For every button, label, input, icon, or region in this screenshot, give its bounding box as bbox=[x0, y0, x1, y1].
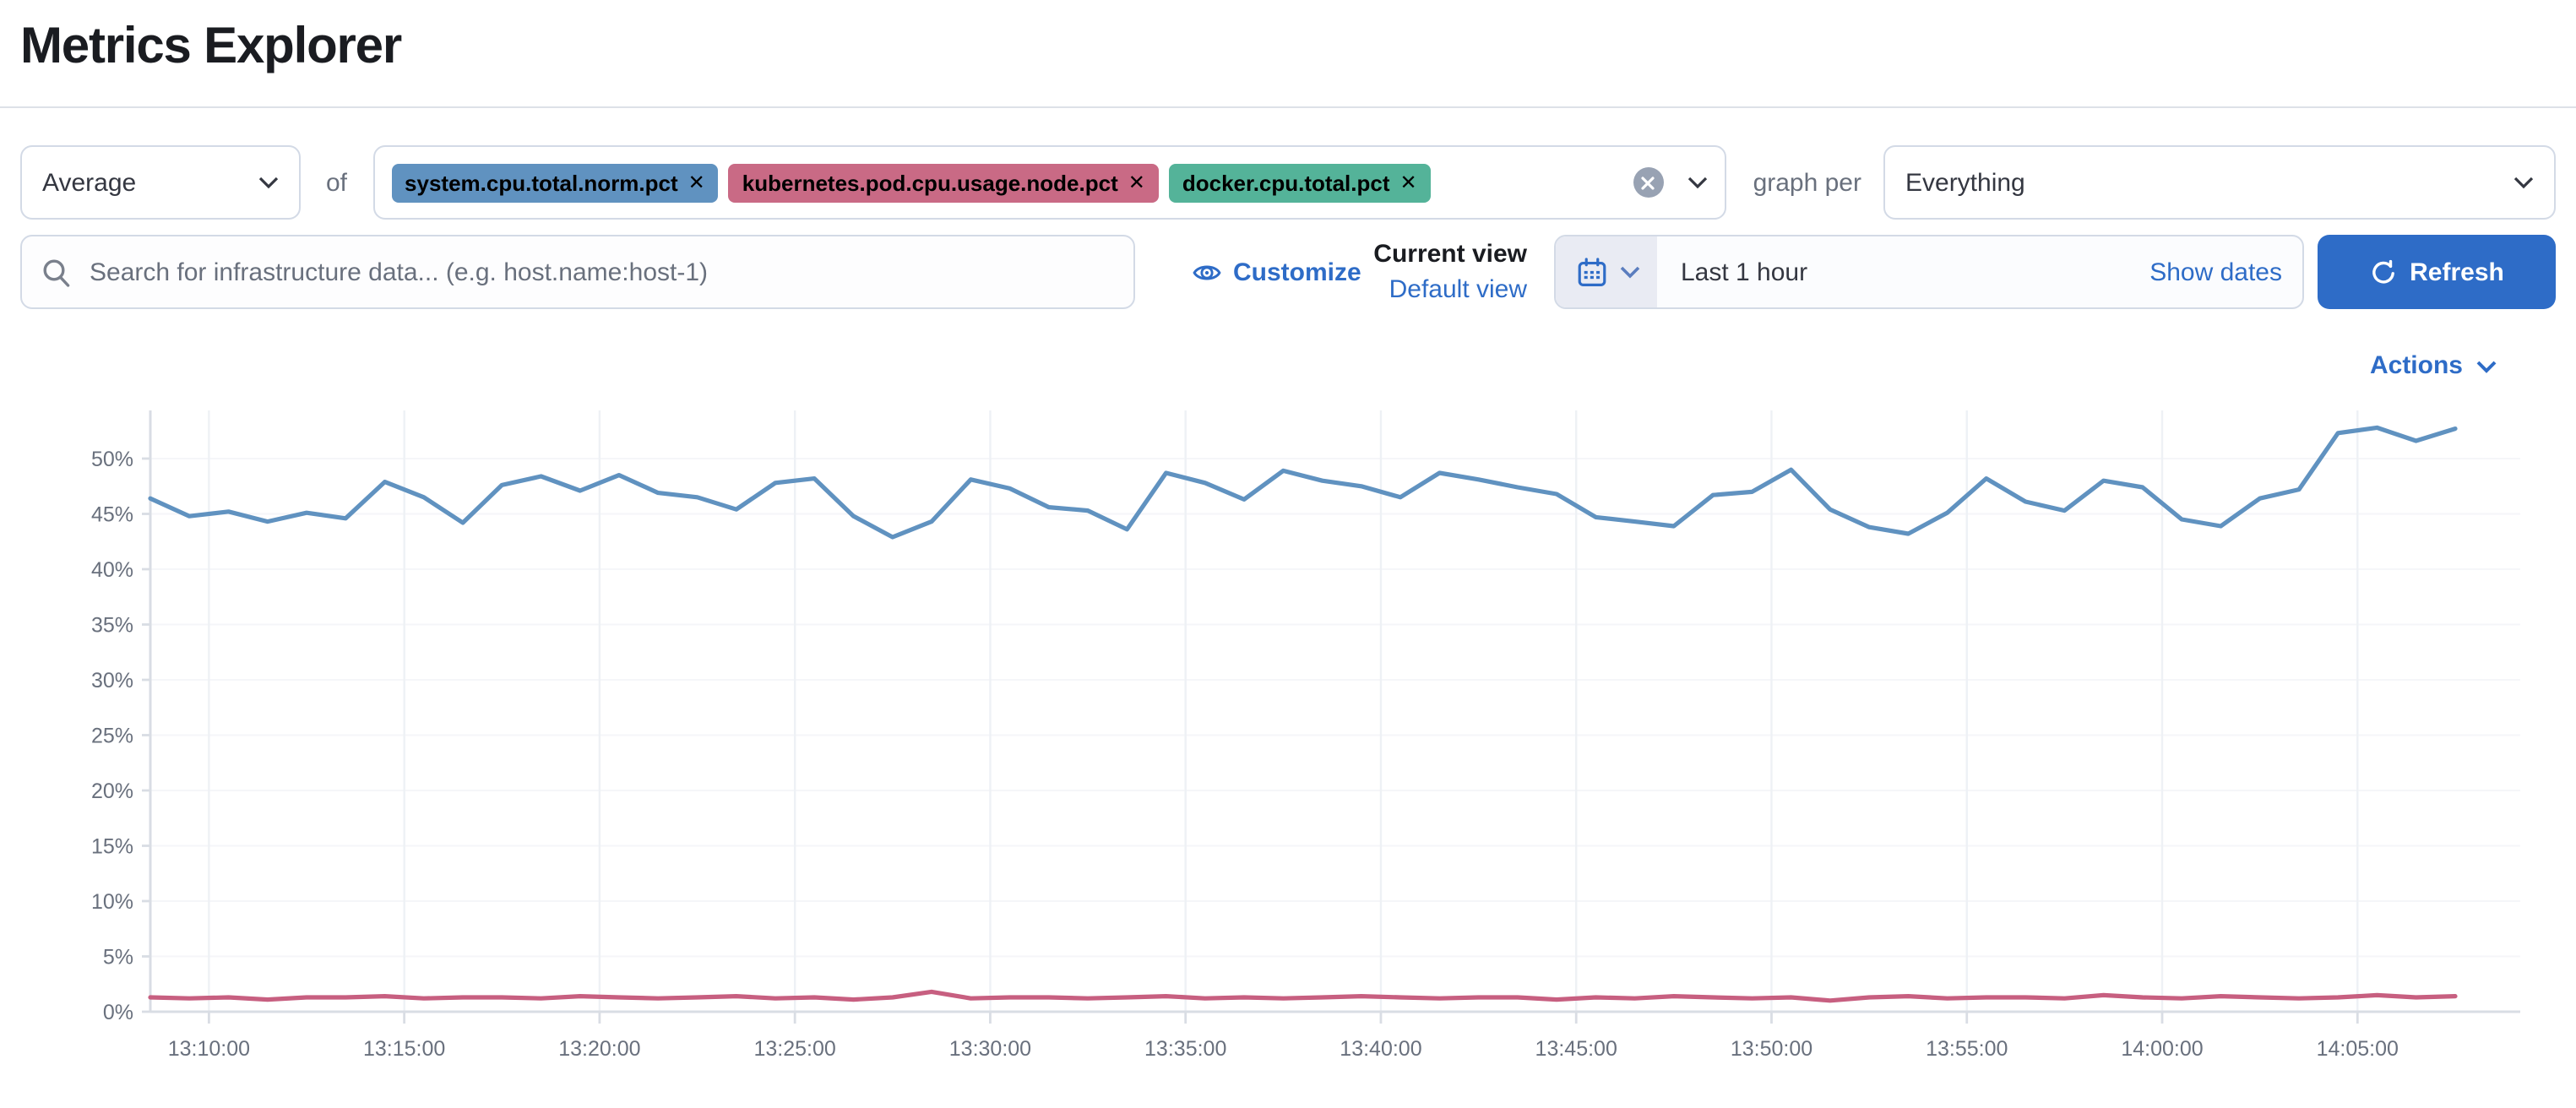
x-axis-tick-label: 13:10:00 bbox=[168, 1037, 250, 1061]
chart-axis-labels: 0% 5% 10% 15% 20% 25% 30% 35% 40% 45% 50% 13:10:00 1… bbox=[91, 448, 2399, 1061]
x-axis-tick-label: 14:05:00 bbox=[2317, 1037, 2399, 1061]
view-name-link[interactable]: Default view bbox=[1389, 275, 1527, 304]
page-header: Metrics Explorer bbox=[0, 0, 2576, 78]
x-axis-tick-label: 13:30:00 bbox=[949, 1037, 1031, 1061]
x-axis-tick-label: 13:25:00 bbox=[754, 1037, 836, 1061]
search-input[interactable] bbox=[86, 256, 1113, 288]
aggregation-value: Average bbox=[42, 168, 137, 197]
current-view-label: Current view bbox=[1373, 240, 1527, 269]
chart-actions-row: Actions bbox=[0, 351, 2576, 380]
clear-all-icon[interactable] bbox=[1633, 167, 1664, 198]
calendar-icon bbox=[1578, 257, 1606, 285]
aggregation-select[interactable]: Average bbox=[20, 145, 301, 220]
remove-metric-icon[interactable]: ✕ bbox=[1399, 171, 1417, 194]
date-picker-quick-menu[interactable] bbox=[1556, 236, 1657, 307]
y-axis-tick-label: 40% bbox=[91, 558, 133, 582]
metric-badges: system.cpu.total.norm.pct ✕ kubernetes.pod… bbox=[391, 163, 1623, 202]
x-axis-tick-label: 13:15:00 bbox=[363, 1037, 445, 1061]
y-axis-tick-label: 45% bbox=[91, 503, 133, 527]
chevron-down-icon[interactable] bbox=[1687, 176, 1708, 189]
chevron-down-icon bbox=[2476, 360, 2497, 372]
chart-line-series bbox=[148, 425, 2458, 540]
show-dates-link[interactable]: Show dates bbox=[2149, 258, 2282, 286]
actions-menu-button[interactable]: Actions bbox=[2370, 351, 2497, 380]
header-divider bbox=[0, 106, 2576, 108]
chart-line-series bbox=[148, 989, 2458, 1003]
remove-metric-icon[interactable]: ✕ bbox=[1128, 171, 1145, 194]
chart-gridlines bbox=[150, 410, 2520, 1012]
metric-badge-label: docker.cpu.total.pct bbox=[1182, 170, 1390, 195]
chart-axes bbox=[142, 410, 2520, 1024]
search-box[interactable] bbox=[20, 235, 1135, 309]
time-range-value[interactable]: Last 1 hour bbox=[1681, 258, 1808, 286]
refresh-button[interactable]: Refresh bbox=[2318, 235, 2556, 309]
refresh-icon bbox=[2372, 259, 2394, 284]
search-icon bbox=[43, 258, 70, 286]
chevron-down-icon bbox=[1620, 266, 1640, 279]
y-axis-tick-label: 25% bbox=[91, 725, 133, 748]
query-row: Customize Current view Default view bbox=[20, 235, 2556, 309]
chevron-down-icon bbox=[2514, 177, 2534, 189]
customize-button[interactable]: Customize bbox=[1193, 258, 1361, 286]
eye-icon bbox=[1193, 264, 1221, 280]
remove-metric-icon[interactable]: ✕ bbox=[687, 171, 705, 194]
y-axis-tick-label: 0% bbox=[103, 1001, 133, 1024]
y-axis-tick-label: 10% bbox=[91, 890, 133, 914]
x-axis-tick-label: 14:00:00 bbox=[2121, 1037, 2203, 1061]
line-chart[interactable]: 0% 5% 10% 15% 20% 25% 30% 35% 40% 45% 50% 13:10:00 1… bbox=[0, 383, 2576, 1076]
chevron-down-icon bbox=[258, 177, 279, 189]
metric-badge-label: kubernetes.pod.cpu.usage.node.pct bbox=[742, 170, 1118, 195]
x-axis-tick-label: 13:40:00 bbox=[1340, 1037, 1421, 1061]
y-axis-tick-label: 20% bbox=[91, 779, 133, 803]
page-title: Metrics Explorer bbox=[20, 19, 402, 74]
refresh-label: Refresh bbox=[2410, 258, 2504, 286]
x-axis-tick-label: 13:55:00 bbox=[1926, 1037, 2008, 1061]
graph-per-label: graph per bbox=[1753, 168, 1861, 197]
x-axis-tick-label: 13:50:00 bbox=[1731, 1037, 1812, 1061]
date-picker[interactable]: Last 1 hour Show dates bbox=[1554, 235, 2304, 309]
metric-config-row: Average of system.cpu.total.norm.pct ✕ kub… bbox=[20, 145, 2556, 220]
metric-badge[interactable]: docker.cpu.total.pct ✕ bbox=[1168, 163, 1431, 202]
y-axis-tick-label: 30% bbox=[91, 669, 133, 692]
y-axis-tick-label: 5% bbox=[103, 946, 133, 970]
view-selector: Current view Default view bbox=[1373, 236, 1527, 307]
metric-badge[interactable]: system.cpu.total.norm.pct ✕ bbox=[391, 163, 719, 202]
toolbar: Average of system.cpu.total.norm.pct ✕ kub… bbox=[0, 108, 2576, 309]
group-by-select[interactable]: Everything bbox=[1883, 145, 2556, 220]
group-by-value: Everything bbox=[1905, 168, 2025, 197]
y-axis-tick-label: 15% bbox=[91, 835, 133, 859]
customize-label: Customize bbox=[1233, 258, 1361, 286]
y-axis-tick-label: 35% bbox=[91, 614, 133, 638]
x-axis-tick-label: 13:45:00 bbox=[1535, 1037, 1617, 1061]
metrics-chart: 0% 5% 10% 15% 20% 25% 30% 35% 40% 45% 50% 13:10:00 1… bbox=[0, 383, 2576, 1084]
actions-label: Actions bbox=[2369, 351, 2463, 380]
metric-badge-label: system.cpu.total.norm.pct bbox=[405, 170, 678, 195]
metric-badge[interactable]: kubernetes.pod.cpu.usage.node.pct ✕ bbox=[728, 163, 1159, 202]
y-axis-tick-label: 50% bbox=[91, 448, 133, 471]
of-label: of bbox=[326, 168, 348, 197]
x-axis-tick-label: 13:20:00 bbox=[558, 1037, 640, 1061]
metrics-combobox[interactable]: system.cpu.total.norm.pct ✕ kubernetes.pod… bbox=[372, 145, 1726, 220]
x-axis-tick-label: 13:35:00 bbox=[1144, 1037, 1226, 1061]
